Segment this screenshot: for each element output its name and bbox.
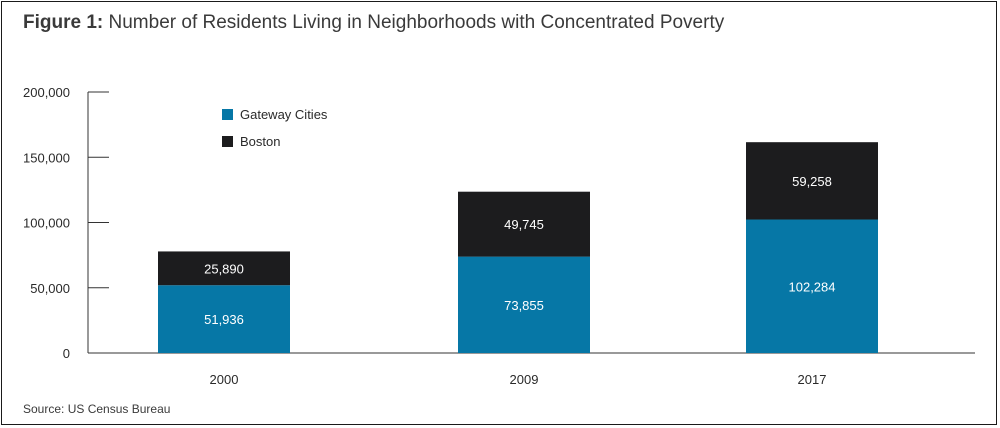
- y-tick-label: 150,000: [23, 150, 70, 165]
- source-note: Source: US Census Bureau: [23, 402, 171, 416]
- x-tick-label: 2017: [798, 372, 827, 387]
- figure-title: Number of Residents Living in Neighborho…: [108, 12, 725, 33]
- bar-boston: [158, 251, 290, 286]
- bar-gateway-cities: [746, 219, 878, 353]
- data-label-gateway-cities: 51,936: [204, 312, 244, 327]
- bar-gateway-cities: [458, 256, 590, 353]
- data-label-gateway-cities: 73,855: [504, 298, 544, 313]
- x-tick-label: 2000: [210, 372, 239, 387]
- y-tick-label: 0: [63, 346, 70, 361]
- y-tick-label: 50,000: [30, 281, 70, 296]
- legend-swatch-boston: [222, 136, 233, 147]
- bar-boston: [458, 191, 590, 257]
- y-tick-label: 100,000: [23, 216, 70, 231]
- data-label-boston: 59,258: [792, 174, 832, 189]
- legend-label-gateway-cities: Gateway Cities: [240, 107, 328, 122]
- data-label-boston: 25,890: [204, 261, 244, 276]
- legend-swatch-gateway-cities: [222, 109, 233, 120]
- bar-boston: [746, 142, 878, 220]
- bar-gateway-cities: [158, 285, 290, 353]
- data-label-boston: 49,745: [504, 217, 544, 232]
- chart-title: Figure 1: Number of Residents Living in …: [23, 12, 724, 34]
- x-tick-label: 2009: [510, 372, 539, 387]
- figure-label: Figure 1:: [23, 12, 104, 33]
- legend-label-boston: Boston: [240, 134, 280, 149]
- data-label-gateway-cities: 102,284: [789, 279, 836, 294]
- y-tick-label: 200,000: [23, 85, 70, 100]
